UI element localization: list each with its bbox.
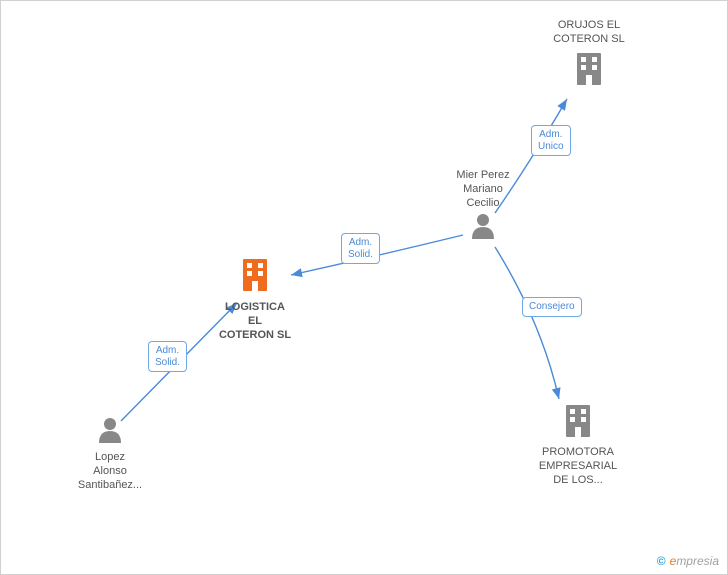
edge-e4 <box>495 247 559 399</box>
brand-rest: mpresia <box>676 554 719 568</box>
edge-arrow-e3 <box>557 97 570 111</box>
building-icon-promotora[interactable] <box>566 405 590 437</box>
watermark: ©empresia <box>657 554 719 568</box>
person-icon-lopez[interactable] <box>99 418 121 443</box>
edge-label-e4: Consejero <box>522 297 582 317</box>
edge-arrow-e2 <box>290 268 303 279</box>
node-label-orujos: ORUJOS ELCOTERON SL <box>534 19 644 47</box>
building-icon-logistica[interactable] <box>243 259 267 291</box>
building-icon-orujos[interactable] <box>577 53 601 85</box>
person-icon-mier[interactable] <box>472 214 494 239</box>
node-label-mier: Mier PerezMarianoCecilio <box>428 169 538 210</box>
node-label-lopez: LopezAlonsoSantibañez... <box>55 451 165 492</box>
edge-arrow-e4 <box>552 387 564 400</box>
edge-label-e2: Adm. Solid. <box>341 233 380 264</box>
copyright-symbol: © <box>657 554 666 568</box>
edge-label-e3: Adm. Unico <box>531 125 571 156</box>
node-label-logistica: LOGISTICAELCOTERON SL <box>200 301 310 342</box>
diagram-container: Adm. Solid. Adm. Solid. Adm. Unico Consejer… <box>0 0 728 575</box>
edge-label-e1: Adm. Solid. <box>148 341 187 372</box>
node-label-promotora: PROMOTORAEMPRESARIALDE LOS... <box>523 446 633 487</box>
